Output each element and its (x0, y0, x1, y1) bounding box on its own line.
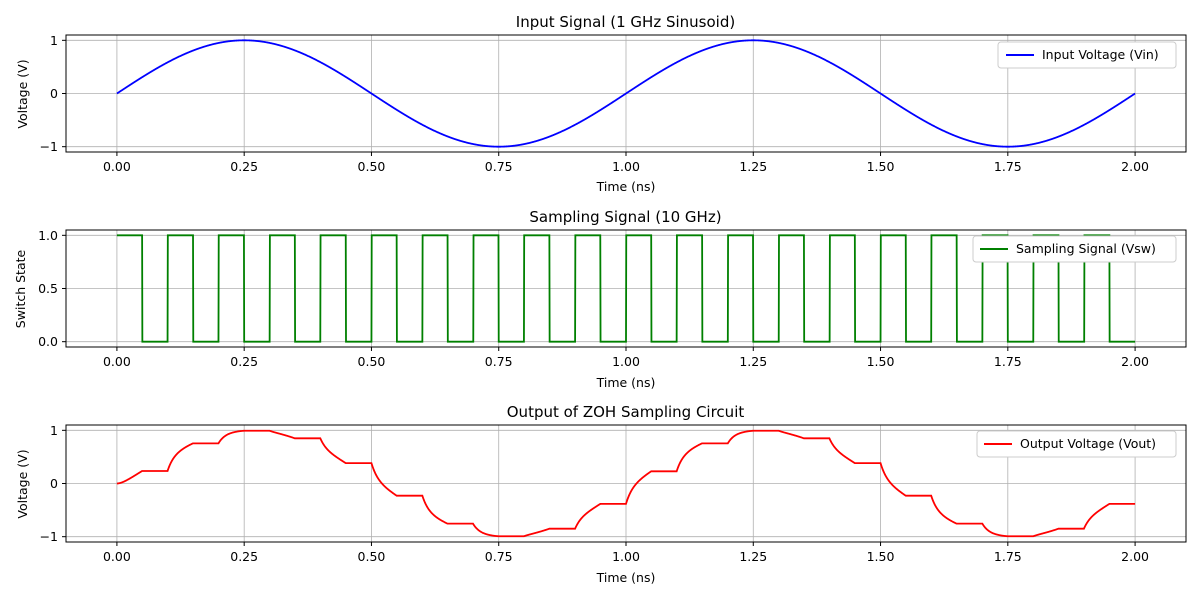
y-tick-label: 1 (50, 33, 58, 48)
x-ticks: 0.00 0.25 0.50 0.75 1.00 1.25 1.50 1.75 2.00 (103, 542, 1149, 564)
y-ticks: 0.0 0.5 1.0 (38, 228, 66, 349)
y-tick-label: 0 (50, 86, 58, 101)
y-ticks: −1 0 1 (40, 423, 66, 544)
series-line-vsw (116, 234, 1136, 343)
x-tick-label: 0.75 (485, 159, 513, 174)
x-tick-label: 2.00 (1121, 549, 1149, 564)
legend-label-vsw: Sampling Signal (Vsw) (1016, 241, 1156, 256)
x-tick-label: 0.75 (485, 549, 513, 564)
x-ticks: 0.00 0.25 0.50 0.75 1.00 1.25 1.50 1.75 2.00 (103, 347, 1149, 369)
x-tick-label: 1.00 (612, 159, 640, 174)
x-tick-label: 0.50 (358, 549, 386, 564)
series-line-vout (116, 429, 1136, 538)
x-tick-label: 0.25 (230, 549, 258, 564)
x-tick-label: 1.50 (867, 354, 895, 369)
legend: Input Voltage (Vin) (997, 41, 1177, 69)
subplot-input-signal: Input Signal (1 GHz Sinusoid) 0.00 0.25 0.… (15, 13, 1187, 194)
legend: Sampling Signal (Vsw) (972, 235, 1177, 263)
x-axis-label: Time (ns) (596, 179, 656, 194)
x-tick-label: 1.00 (612, 549, 640, 564)
x-ticks: 0.00 0.25 0.50 0.75 1.00 1.25 1.50 1.75 2.00 (103, 152, 1149, 174)
legend-box (997, 41, 1177, 69)
x-tick-label: 1.25 (739, 354, 767, 369)
y-tick-label: 0.5 (38, 281, 58, 296)
legend-box (972, 235, 1177, 263)
x-tick-label: 2.00 (1121, 354, 1149, 369)
y-axis-label: Voltage (V) (15, 449, 30, 518)
x-tick-label: 1.25 (739, 549, 767, 564)
subplot-sampling-signal: Sampling Signal (10 GHz) 0.00 0.25 0.50 0.7… (13, 208, 1187, 390)
x-tick-label: 2.00 (1121, 159, 1149, 174)
legend: Output Voltage (Vout) (976, 430, 1177, 458)
x-tick-label: 0.00 (103, 159, 131, 174)
x-tick-label: 0.25 (230, 159, 258, 174)
x-tick-label: 0.25 (230, 354, 258, 369)
legend-label-vin: Input Voltage (Vin) (1042, 47, 1159, 62)
x-tick-label: 0.00 (103, 354, 131, 369)
y-tick-label: 0.0 (38, 334, 58, 349)
x-axis-label: Time (ns) (596, 570, 656, 585)
x-tick-label: 1.25 (739, 159, 767, 174)
chart-title: Sampling Signal (10 GHz) (529, 208, 721, 226)
x-tick-label: 0.50 (358, 354, 386, 369)
chart-title: Output of ZOH Sampling Circuit (507, 403, 745, 421)
y-tick-label: 0 (50, 476, 58, 491)
x-tick-label: 1.00 (612, 354, 640, 369)
y-axis-label: Switch State (13, 249, 28, 328)
y-tick-label: −1 (40, 529, 58, 544)
x-tick-label: 0.00 (103, 549, 131, 564)
x-tick-label: 1.75 (994, 354, 1022, 369)
y-axis-label: Voltage (V) (15, 59, 30, 128)
legend-box (976, 430, 1177, 458)
x-tick-label: 1.50 (867, 159, 895, 174)
chart-title: Input Signal (1 GHz Sinusoid) (516, 13, 735, 31)
y-tick-label: 1 (50, 423, 58, 438)
x-axis-label: Time (ns) (596, 375, 656, 390)
x-tick-label: 1.75 (994, 159, 1022, 174)
y-ticks: −1 0 1 (40, 33, 66, 154)
x-tick-label: 1.50 (867, 549, 895, 564)
x-tick-label: 0.75 (485, 354, 513, 369)
x-tick-label: 0.50 (358, 159, 386, 174)
legend-label-vout: Output Voltage (Vout) (1020, 436, 1156, 451)
x-tick-label: 1.75 (994, 549, 1022, 564)
series-line-vin (116, 39, 1136, 148)
subplot-zoh-output: Output of ZOH Sampling Circuit 0.00 0.25 0… (15, 403, 1187, 585)
y-tick-label: −1 (40, 139, 58, 154)
y-tick-label: 1.0 (38, 228, 58, 243)
